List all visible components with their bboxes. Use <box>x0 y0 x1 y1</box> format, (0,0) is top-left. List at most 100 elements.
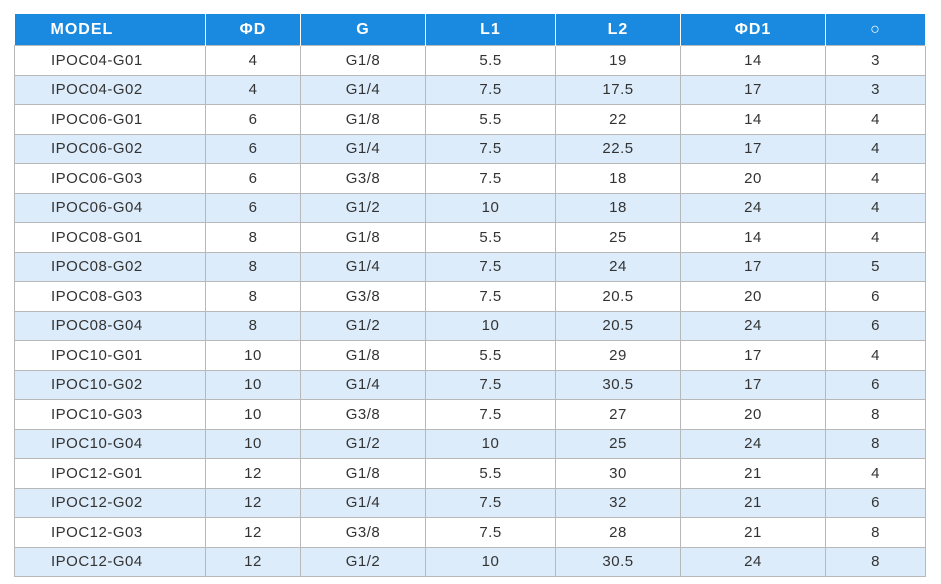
table-row: IPOC10-G04 10 G1/2 10 25 24 8 <box>14 428 926 459</box>
table-cell: 24 <box>680 192 826 223</box>
table-cell: 30.5 <box>555 546 681 577</box>
table-cell: G1/2 <box>300 546 426 577</box>
table-cell: IPOC12-G01 <box>14 458 206 489</box>
table-cell: G1/8 <box>300 340 426 371</box>
header-row: MODEL ΦD G L1 L2 ΦD1 ○ <box>14 14 926 46</box>
table-cell: 14 <box>680 45 826 76</box>
table-cell: 4 <box>205 45 301 76</box>
table-row: IPOC08-G03 8 G3/8 7.5 20.5 20 6 <box>14 281 926 312</box>
table-cell: 21 <box>680 517 826 548</box>
table-cell: 25 <box>555 428 681 459</box>
table-cell: 20 <box>680 163 826 194</box>
table-cell: 12 <box>205 546 301 577</box>
table-row: IPOC08-G02 8 G1/4 7.5 24 17 5 <box>14 251 926 282</box>
table-cell: IPOC04-G02 <box>14 74 206 105</box>
table-cell: 10 <box>205 399 301 430</box>
table-cell: 32 <box>555 487 681 518</box>
table-cell: 20.5 <box>555 281 681 312</box>
table-cell: 30 <box>555 458 681 489</box>
table-cell: 24 <box>555 251 681 282</box>
table-cell: IPOC08-G04 <box>14 310 206 341</box>
table-cell: 25 <box>555 222 681 253</box>
table-row: IPOC12-G03 12 G3/8 7.5 28 21 8 <box>14 517 926 548</box>
table-cell: 28 <box>555 517 681 548</box>
table-cell: 8 <box>205 251 301 282</box>
table-row: IPOC12-G01 12 G1/8 5.5 30 21 4 <box>14 458 926 489</box>
table-cell: IPOC06-G03 <box>14 163 206 194</box>
header-cell: ○ <box>825 14 926 46</box>
table-cell: 7.5 <box>425 251 556 282</box>
table-cell: 14 <box>680 104 826 135</box>
table-cell: IPOC06-G04 <box>14 192 206 223</box>
table-cell: 6 <box>205 192 301 223</box>
table-cell: 6 <box>205 133 301 164</box>
table-cell: 5.5 <box>425 104 556 135</box>
table-cell: 4 <box>825 340 926 371</box>
table-cell: 5.5 <box>425 458 556 489</box>
table-cell: IPOC12-G04 <box>14 546 206 577</box>
table-cell: 12 <box>205 517 301 548</box>
table-cell: 29 <box>555 340 681 371</box>
table-cell: 12 <box>205 487 301 518</box>
table-cell: G1/4 <box>300 251 426 282</box>
table-row: IPOC04-G02 4 G1/4 7.5 17.5 17 3 <box>14 74 926 105</box>
table-cell: IPOC10-G01 <box>14 340 206 371</box>
table-cell: 8 <box>205 310 301 341</box>
table-cell: 7.5 <box>425 133 556 164</box>
table-cell: IPOC04-G01 <box>14 45 206 76</box>
table-cell: G1/2 <box>300 310 426 341</box>
header-cell: G <box>300 14 426 46</box>
table-cell: 10 <box>425 428 556 459</box>
table-cell: 8 <box>825 517 926 548</box>
table-cell: 12 <box>205 458 301 489</box>
table-cell: 4 <box>825 104 926 135</box>
table-cell: 5.5 <box>425 45 556 76</box>
table-cell: 8 <box>825 546 926 577</box>
table-cell: 10 <box>205 428 301 459</box>
table-cell: 22.5 <box>555 133 681 164</box>
table-cell: G3/8 <box>300 399 426 430</box>
table-cell: 18 <box>555 163 681 194</box>
table-cell: IPOC10-G02 <box>14 369 206 400</box>
table-cell: 20.5 <box>555 310 681 341</box>
table-cell: 7.5 <box>425 74 556 105</box>
table-row: IPOC08-G01 8 G1/8 5.5 25 14 4 <box>14 222 926 253</box>
table-cell: 17 <box>680 74 826 105</box>
table-cell: G1/8 <box>300 222 426 253</box>
table-cell: G1/4 <box>300 74 426 105</box>
table-cell: IPOC12-G03 <box>14 517 206 548</box>
table-cell: G3/8 <box>300 281 426 312</box>
header-cell: ΦD1 <box>680 14 826 46</box>
table-cell: 20 <box>680 399 826 430</box>
table-cell: 6 <box>825 310 926 341</box>
table-cell: 17 <box>680 251 826 282</box>
table-cell: 7.5 <box>425 281 556 312</box>
table-cell: 10 <box>425 546 556 577</box>
table-cell: G1/8 <box>300 104 426 135</box>
table-cell: 24 <box>680 428 826 459</box>
table-cell: 6 <box>205 104 301 135</box>
table-cell: 27 <box>555 399 681 430</box>
table-cell: 17 <box>680 340 826 371</box>
table-cell: 21 <box>680 487 826 518</box>
table-cell: 3 <box>825 45 926 76</box>
table-cell: G3/8 <box>300 163 426 194</box>
table-cell: G1/4 <box>300 133 426 164</box>
table-row: IPOC04-G01 4 G1/8 5.5 19 14 3 <box>14 45 926 76</box>
header-cell: L1 <box>425 14 556 46</box>
table-cell: 4 <box>825 133 926 164</box>
table-cell: 6 <box>825 487 926 518</box>
table-body: IPOC04-G01 4 G1/8 5.5 19 14 3 IPOC04-G02 4 G1/4 7.… <box>14 45 926 577</box>
table-cell: G1/8 <box>300 45 426 76</box>
table-cell: 24 <box>680 310 826 341</box>
table-row: IPOC06-G04 6 G1/2 10 18 24 4 <box>14 192 926 223</box>
table-cell: IPOC10-G04 <box>14 428 206 459</box>
header-cell: ΦD <box>205 14 301 46</box>
table-cell: 5 <box>825 251 926 282</box>
table-cell: 30.5 <box>555 369 681 400</box>
table-cell: 6 <box>825 369 926 400</box>
table-cell: IPOC08-G03 <box>14 281 206 312</box>
table-cell: G1/2 <box>300 428 426 459</box>
table-cell: 6 <box>825 281 926 312</box>
